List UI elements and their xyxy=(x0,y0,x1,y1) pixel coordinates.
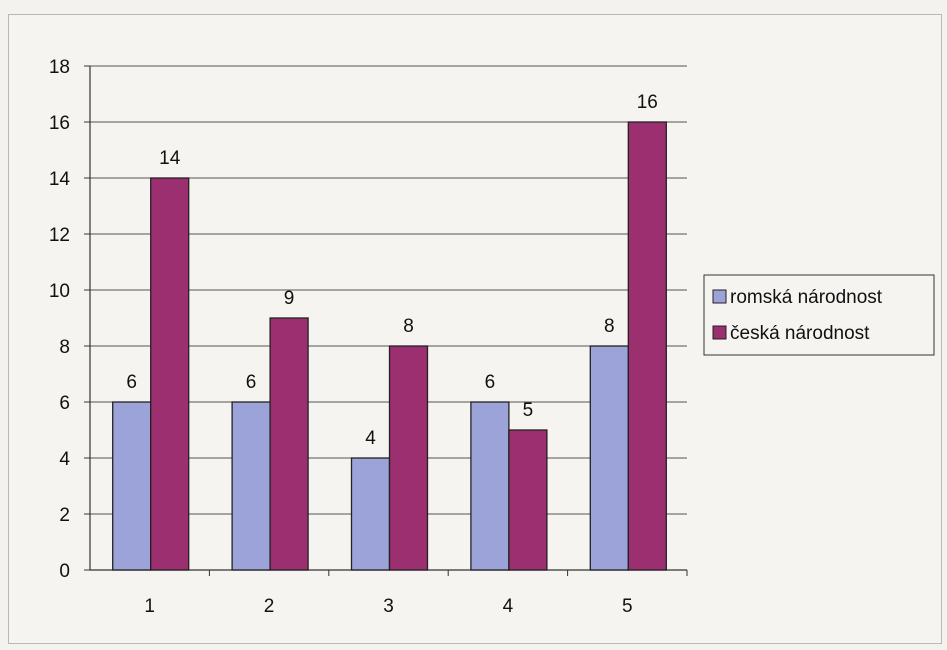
bar xyxy=(231,401,271,571)
data-label: 14 xyxy=(159,148,181,169)
y-tick-label: 4 xyxy=(59,449,70,470)
x-tick-label: 3 xyxy=(383,596,394,617)
data-label: 6 xyxy=(126,372,137,393)
bar xyxy=(470,401,510,571)
legend-swatch xyxy=(712,325,727,340)
legend-label: romská národnost xyxy=(730,287,883,308)
data-label: 6 xyxy=(246,372,257,393)
y-tick-label: 6 xyxy=(59,393,70,414)
data-label: 8 xyxy=(403,316,414,337)
bar xyxy=(508,429,548,571)
y-tick-label: 10 xyxy=(49,281,70,302)
data-label: 6 xyxy=(485,372,496,393)
x-tick-label: 5 xyxy=(622,596,633,617)
bar xyxy=(388,345,429,571)
x-tick-label: 1 xyxy=(144,596,155,617)
data-label: 5 xyxy=(523,400,534,421)
bar xyxy=(350,457,391,571)
bar xyxy=(627,121,667,571)
data-label: 4 xyxy=(365,428,376,449)
bar xyxy=(269,317,309,571)
x-tick-label: 4 xyxy=(503,596,514,617)
y-tick-label: 8 xyxy=(59,337,70,358)
y-tick-label: 2 xyxy=(59,505,70,526)
y-tick-label: 12 xyxy=(49,225,70,246)
bar xyxy=(589,345,629,571)
bar xyxy=(150,177,190,571)
y-tick-label: 14 xyxy=(49,169,71,190)
legend-label: česká národnost xyxy=(730,323,870,344)
legend-swatch xyxy=(712,289,727,304)
legend-box xyxy=(703,274,935,356)
data-label: 16 xyxy=(637,92,658,113)
y-tick-label: 16 xyxy=(49,113,70,134)
x-tick-label: 2 xyxy=(264,596,275,617)
y-tick-label: 0 xyxy=(59,561,70,582)
bar xyxy=(112,401,152,571)
data-label: 9 xyxy=(284,288,295,309)
data-label: 8 xyxy=(604,316,615,337)
y-tick-label: 18 xyxy=(49,57,70,78)
